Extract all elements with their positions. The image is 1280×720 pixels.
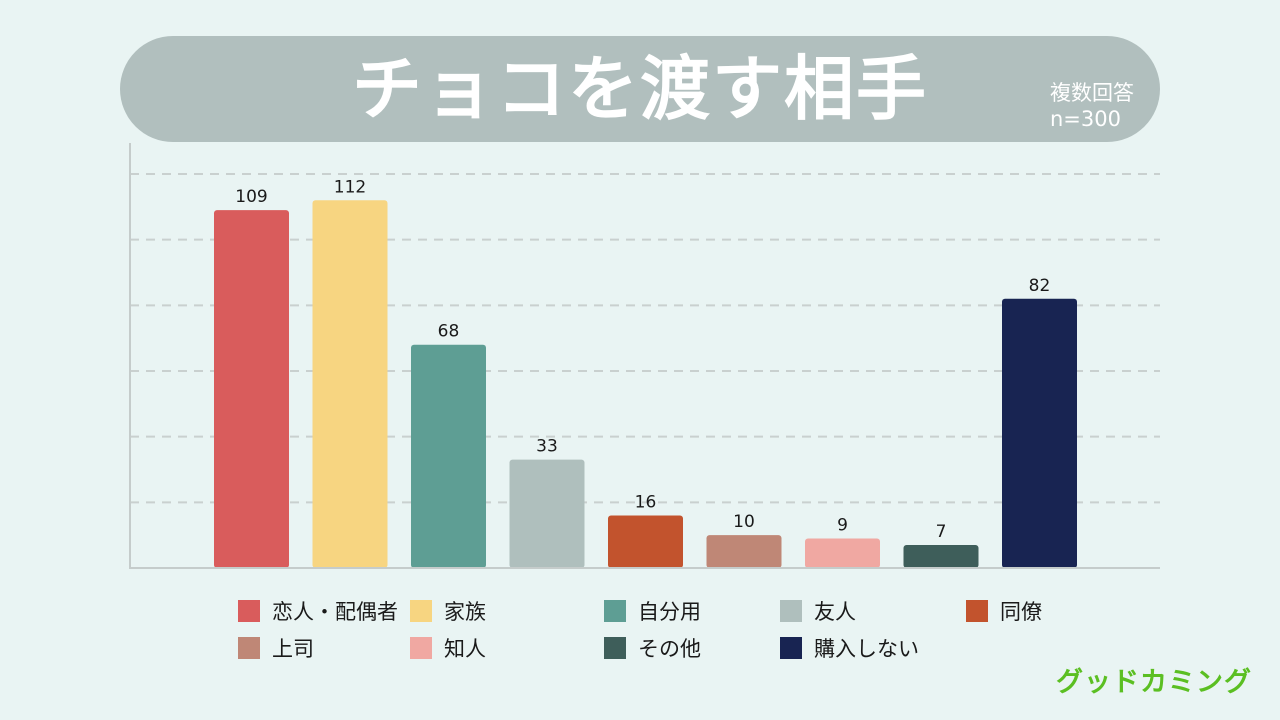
bar <box>509 459 585 568</box>
legend-swatch <box>410 637 432 659</box>
legend-swatch <box>780 600 802 622</box>
legend-label: 購入しない <box>814 637 919 661</box>
legend-item: 知人 <box>410 635 486 661</box>
legend-label: 自分用 <box>638 600 701 624</box>
legend-swatch <box>604 600 626 622</box>
legend-item: 自分用 <box>604 598 701 624</box>
legend-label: 友人 <box>814 600 856 624</box>
legend-item: 購入しない <box>780 635 919 661</box>
bars-group <box>214 200 1077 568</box>
bar <box>805 538 880 568</box>
bar-value-label: 112 <box>334 177 366 197</box>
legend-label: 上司 <box>272 637 314 661</box>
title-banner: チョコを渡す相手 複数回答 n=300 <box>120 36 1160 142</box>
legend-label: その他 <box>638 637 701 661</box>
bar-value-label: 82 <box>1029 276 1051 296</box>
bar <box>214 210 289 568</box>
bar-value-label: 7 <box>936 522 947 542</box>
legend-swatch <box>238 637 260 659</box>
bar-value-label: 9 <box>837 515 848 535</box>
bar-value-label: 68 <box>438 322 460 342</box>
bar <box>411 344 486 568</box>
bar-value-label: 109 <box>235 187 267 207</box>
legend: 恋人・配偶者 家族 自分用 友人 同僚上司 知人 その他 購入しない <box>238 598 1088 670</box>
bar-value-label: 33 <box>536 437 558 457</box>
legend-swatch <box>410 600 432 622</box>
legend-swatch <box>604 637 626 659</box>
legend-item: 恋人・配偶者 <box>238 598 398 624</box>
legend-swatch <box>966 600 988 622</box>
legend-item: 友人 <box>780 598 856 624</box>
multiple-answer-label: 複数回答 <box>1050 81 1134 105</box>
legend-item: 家族 <box>410 598 486 624</box>
sample-size-label: n=300 <box>1050 107 1121 131</box>
bar <box>706 535 782 568</box>
bar <box>903 545 979 568</box>
brand-logo: グッドカミング <box>1056 667 1252 698</box>
legend-swatch <box>780 637 802 659</box>
bar <box>608 515 683 568</box>
legend-item: 同僚 <box>966 598 1042 624</box>
bar-value-label: 16 <box>635 492 657 512</box>
legend-label: 同僚 <box>1000 600 1042 624</box>
legend-item: その他 <box>604 635 701 661</box>
bar <box>312 200 388 568</box>
legend-label: 知人 <box>444 637 486 661</box>
sample-note: 複数回答 n=300 <box>1050 80 1134 132</box>
bar <box>1002 298 1077 568</box>
gridlines <box>130 173 1160 504</box>
chart-title: チョコを渡す相手 <box>352 48 928 130</box>
legend-swatch <box>238 600 260 622</box>
legend-item: 上司 <box>238 635 314 661</box>
legend-label: 恋人・配偶者 <box>272 600 398 624</box>
legend-label: 家族 <box>444 600 486 624</box>
bar-value-label: 10 <box>733 512 755 532</box>
